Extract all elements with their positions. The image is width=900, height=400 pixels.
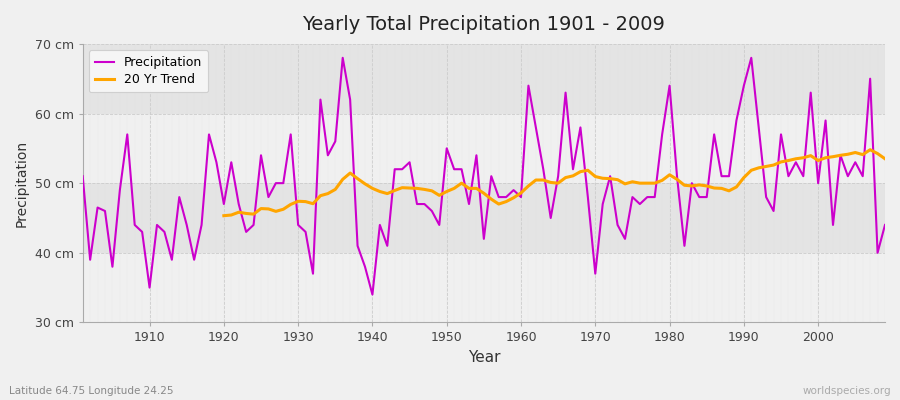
Bar — [83, 183, 885, 253]
X-axis label: Year: Year — [468, 350, 500, 365]
Bar — [83, 114, 885, 183]
Precipitation — [879, 222, 890, 227]
20 Yr Trend — [301, 199, 311, 204]
Precipitation — [301, 230, 311, 234]
Precipitation — [137, 230, 148, 234]
Line: Precipitation: Precipitation — [83, 58, 885, 294]
20 Yr Trend — [605, 176, 616, 181]
Precipitation — [619, 236, 630, 241]
20 Yr Trend — [879, 156, 890, 161]
Precipitation — [77, 174, 88, 178]
Precipitation — [352, 244, 363, 248]
Precipitation — [530, 125, 541, 130]
Title: Yearly Total Precipitation 1901 - 2009: Yearly Total Precipitation 1901 - 2009 — [302, 15, 665, 34]
Text: Latitude 64.75 Longitude 24.25: Latitude 64.75 Longitude 24.25 — [9, 386, 174, 396]
Y-axis label: Precipitation: Precipitation — [15, 140, 29, 227]
Bar — [83, 253, 885, 322]
20 Yr Trend — [345, 171, 356, 176]
Precipitation — [338, 56, 348, 60]
Legend: Precipitation, 20 Yr Trend: Precipitation, 20 Yr Trend — [89, 50, 209, 92]
20 Yr Trend — [508, 195, 519, 200]
Precipitation — [367, 292, 378, 297]
20 Yr Trend — [516, 190, 526, 195]
Line: 20 Yr Trend: 20 Yr Trend — [224, 150, 885, 216]
Text: worldspecies.org: worldspecies.org — [803, 386, 891, 396]
Precipitation — [523, 83, 534, 88]
Bar — [83, 44, 885, 114]
